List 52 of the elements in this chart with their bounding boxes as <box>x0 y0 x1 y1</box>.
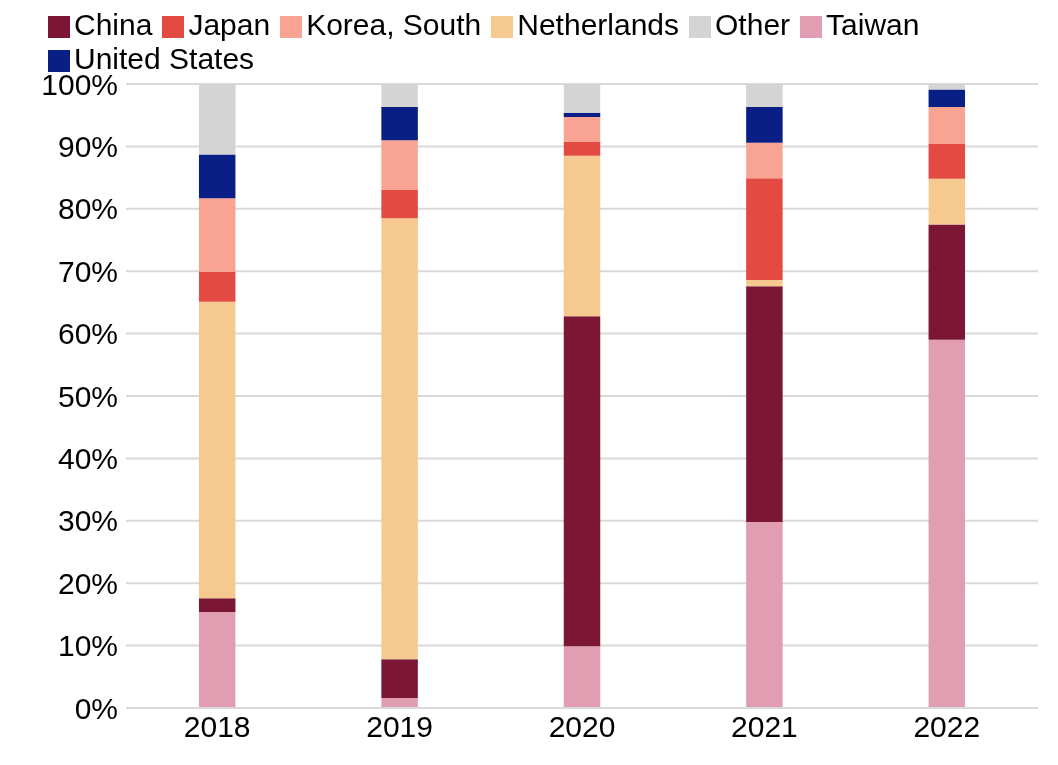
bar <box>563 117 601 142</box>
bar <box>381 659 418 699</box>
bar <box>381 218 418 660</box>
bar <box>746 286 783 523</box>
bar <box>563 112 601 118</box>
bar <box>563 155 601 317</box>
bar <box>563 316 601 647</box>
bar <box>198 611 236 708</box>
bar <box>563 141 601 156</box>
x-tick-label: 2018 <box>183 710 251 744</box>
bar <box>746 107 783 143</box>
legend-label: Netherlands <box>517 8 680 41</box>
y-tick-label: 0% <box>74 691 118 725</box>
bar <box>381 107 418 141</box>
bar <box>746 178 783 280</box>
bar <box>928 339 966 708</box>
legend-label: United States <box>74 42 255 75</box>
y-tick-label: 60% <box>57 317 118 351</box>
y-tick-label: 10% <box>57 629 118 663</box>
legend-label: Taiwan <box>826 8 920 41</box>
legend-label: Other <box>715 8 791 41</box>
y-tick-label: 80% <box>57 192 118 226</box>
bar <box>746 522 783 708</box>
x-tick-label: 2020 <box>548 710 616 744</box>
x-tick-label: 2019 <box>366 710 433 744</box>
y-tick-label: 50% <box>57 379 118 413</box>
y-tick-label: 20% <box>57 566 118 600</box>
y-tick-label: 70% <box>57 254 118 288</box>
bar <box>198 154 236 199</box>
y-tick-label: 40% <box>57 442 118 476</box>
bar <box>381 698 418 708</box>
bar <box>928 178 966 225</box>
x-tick-label: 2022 <box>913 710 981 744</box>
bar <box>928 224 966 340</box>
bar <box>198 598 236 612</box>
legend-label: Korea, South <box>306 8 482 41</box>
x-tick-label: 2021 <box>731 710 798 744</box>
bar <box>746 142 783 179</box>
bar <box>198 301 236 599</box>
y-tick-label: 30% <box>57 504 118 538</box>
y-tick-label: 90% <box>57 130 118 164</box>
bar <box>928 89 966 108</box>
legend-label: China <box>74 8 153 41</box>
bar <box>563 646 601 708</box>
bar <box>381 140 418 191</box>
bar <box>928 143 966 179</box>
bar <box>198 198 236 272</box>
bar <box>198 271 236 302</box>
bar <box>928 107 966 144</box>
bar <box>746 279 783 287</box>
legend-label: Japan <box>188 8 271 41</box>
bar <box>381 190 418 219</box>
